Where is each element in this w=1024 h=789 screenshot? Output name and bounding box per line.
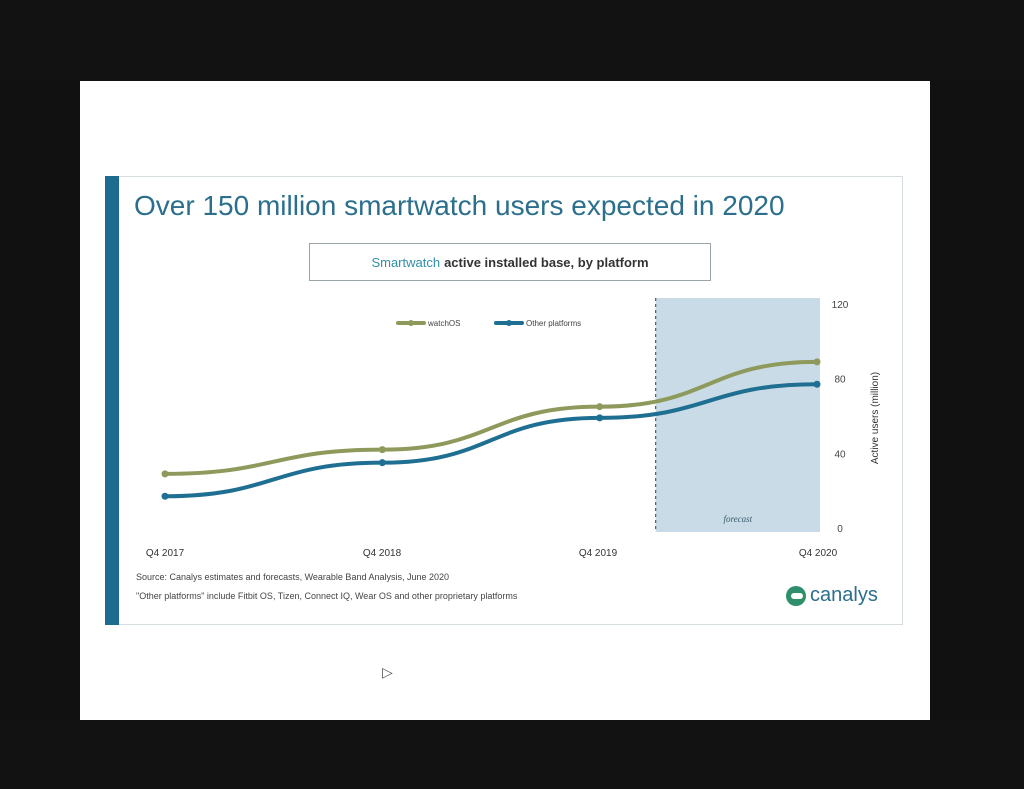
x-tick-label: Q4 2018: [363, 548, 402, 559]
forecast-label: forecast: [723, 514, 752, 524]
x-tick-label: Q4 2019: [579, 548, 618, 559]
y-tick-label: 40: [834, 449, 846, 460]
legend-marker: [506, 320, 512, 326]
forecast-region: [655, 298, 820, 532]
subtitle-accent: Smartwatch: [371, 254, 441, 270]
data-point: [161, 470, 169, 478]
data-point: [161, 492, 169, 500]
x-tick-label: Q4 2020: [799, 548, 838, 559]
source-note: Source: Canalys estimates and forecasts,…: [136, 572, 450, 582]
y-axis-label: Active users (million): [870, 372, 881, 464]
data-point: [596, 403, 604, 411]
chart-subtitle: Smartwatch active installed base, by pla…: [309, 243, 711, 281]
left-accent-bar: [105, 176, 119, 625]
x-tick-label: Q4 2017: [146, 548, 185, 559]
subtitle-rest: active installed base, by platform: [444, 254, 649, 270]
logo-text: canalys: [810, 584, 878, 606]
data-point: [378, 446, 386, 454]
data-point: [378, 459, 386, 467]
legend-label: watchOS: [427, 319, 460, 328]
slide-title: Over 150 million smartwatch users expect…: [134, 190, 785, 221]
y-tick-label: 80: [834, 375, 846, 386]
legend-label: Other platforms: [526, 319, 581, 328]
series-line-watchos: [163, 359, 819, 476]
y-tick-label: 0: [837, 524, 843, 535]
canalys-logo: canalys: [786, 584, 878, 607]
series-line-other-platforms: [163, 382, 819, 499]
pointer-cursor-icon: ▷: [382, 664, 393, 680]
data-point: [813, 380, 821, 388]
letterbox-top: [0, 0, 1024, 80]
canalys-logo-icon: [786, 585, 806, 606]
platforms-note: "Other platforms" include Fitbit OS, Tiz…: [136, 591, 518, 601]
data-point: [596, 414, 604, 422]
y-tick-label: 120: [832, 300, 849, 311]
legend-marker: [408, 320, 414, 326]
letterbox-bottom: [0, 720, 1024, 789]
data-point: [813, 358, 821, 366]
